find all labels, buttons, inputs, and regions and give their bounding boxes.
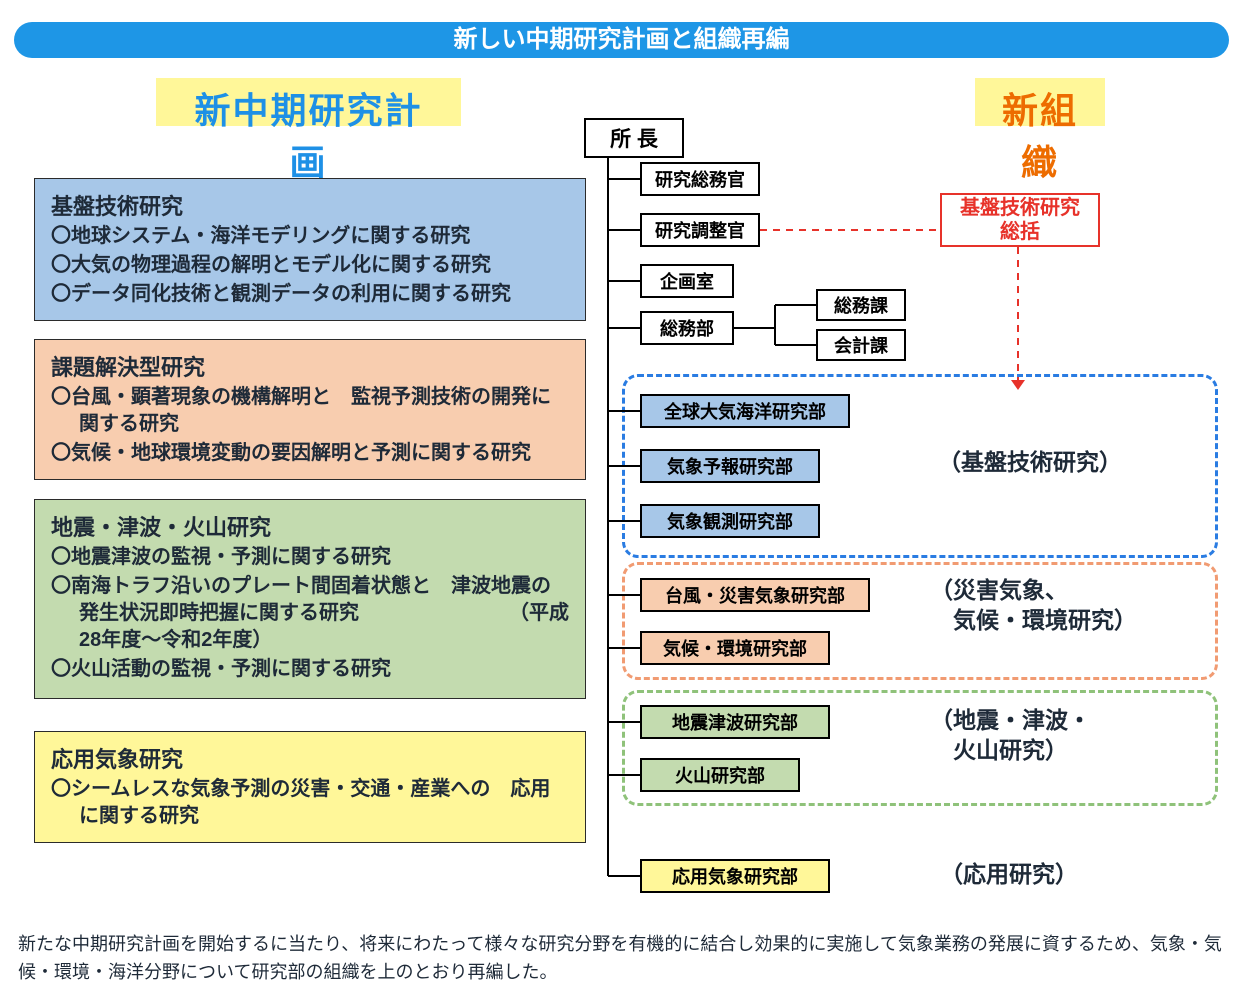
plan-block-title: 地震・津波・火山研究 — [51, 510, 569, 542]
org-box-dept7: 火山研究部 — [640, 758, 800, 792]
group-label-lab1: （基盤技術研究） — [938, 448, 1122, 478]
org-box-dept1: 全球大気海洋研究部 — [640, 394, 850, 428]
plan-block-item: 〇シームレスな気象予測の災害・交通・産業への 応用に関する研究 — [51, 776, 569, 830]
heading-left: 新中期研究計画 — [156, 78, 461, 126]
org-box-dept8: 応用気象研究部 — [640, 859, 830, 893]
org-box-dept6: 地震津波研究部 — [640, 705, 830, 739]
plan-block-item: 〇データ同化技術と観測データの利用に関する研究 — [51, 281, 569, 308]
group-label-lab2: （災害気象、 気候・環境研究） — [930, 576, 1137, 636]
plan-block-item: 〇台風・顕著現象の機構解明と 監視予測技術の開発に関する研究 — [51, 384, 569, 438]
plan-block-item: 〇気候・地球環境変動の要因解明と予測に関する研究 — [51, 440, 569, 467]
org-box-dept4: 台風・災害気象研究部 — [640, 578, 870, 612]
org-box-chosei_kan: 研究調整官 — [640, 213, 760, 247]
plan-block-b2: 課題解決型研究〇台風・顕著現象の機構解明と 監視予測技術の開発に関する研究〇気候… — [34, 339, 586, 480]
org-box-dept5: 気候・環境研究部 — [640, 631, 830, 665]
group-label-lab3: （地震・津波・ 火山研究） — [930, 706, 1091, 766]
red-box: 基盤技術研究 総括 — [940, 193, 1100, 247]
org-box-dept3: 気象観測研究部 — [640, 504, 820, 538]
plan-block-item: 〇火山活動の監視・予測に関する研究 — [51, 656, 569, 683]
plan-block-title: 応用気象研究 — [51, 742, 569, 774]
org-box-kaikeika: 会計課 — [816, 329, 906, 361]
plan-block-b3: 地震・津波・火山研究〇地震津波の監視・予測に関する研究〇南海トラフ沿いのプレート… — [34, 499, 586, 699]
plan-block-item: 〇地球システム・海洋モデリングに関する研究 — [51, 223, 569, 250]
org-box-dept2: 気象予報研究部 — [640, 449, 820, 483]
org-box-director: 所 長 — [584, 118, 684, 158]
heading-right: 新組織 — [975, 78, 1105, 126]
title-bar: 新しい中期研究計画と組織再編 — [14, 22, 1229, 58]
plan-block-b4: 応用気象研究〇シームレスな気象予測の災害・交通・産業への 応用に関する研究 — [34, 731, 586, 843]
org-box-kikaku: 企画室 — [640, 264, 734, 298]
plan-block-item: 〇大気の物理過程の解明とモデル化に関する研究 — [51, 252, 569, 279]
org-box-soumuka: 総務課 — [816, 289, 906, 321]
diagram-stage: 新しい中期研究計画と組織再編新中期研究計画 新組織基盤技術研究〇地球システム・海洋… — [0, 0, 1243, 1004]
plan-block-item: 〇南海トラフ沿いのプレート間固着状態と 津波地震の発生状況即時把握に関する研究 … — [51, 573, 569, 654]
plan-block-b1: 基盤技術研究〇地球システム・海洋モデリングに関する研究〇大気の物理過程の解明とモ… — [34, 178, 586, 321]
footer-text: 新たな中期研究計画を開始するに当たり、将来にわたって様々な研究分野を有機的に結合… — [18, 931, 1228, 987]
plan-block-title: 基盤技術研究 — [51, 189, 569, 221]
org-box-soumu_kan: 研究総務官 — [640, 162, 760, 196]
plan-block-item: 〇地震津波の監視・予測に関する研究 — [51, 544, 569, 571]
group-label-lab4: （応用研究） — [940, 860, 1078, 890]
org-box-soumubu: 総務部 — [640, 311, 734, 345]
plan-block-title: 課題解決型研究 — [51, 350, 569, 382]
